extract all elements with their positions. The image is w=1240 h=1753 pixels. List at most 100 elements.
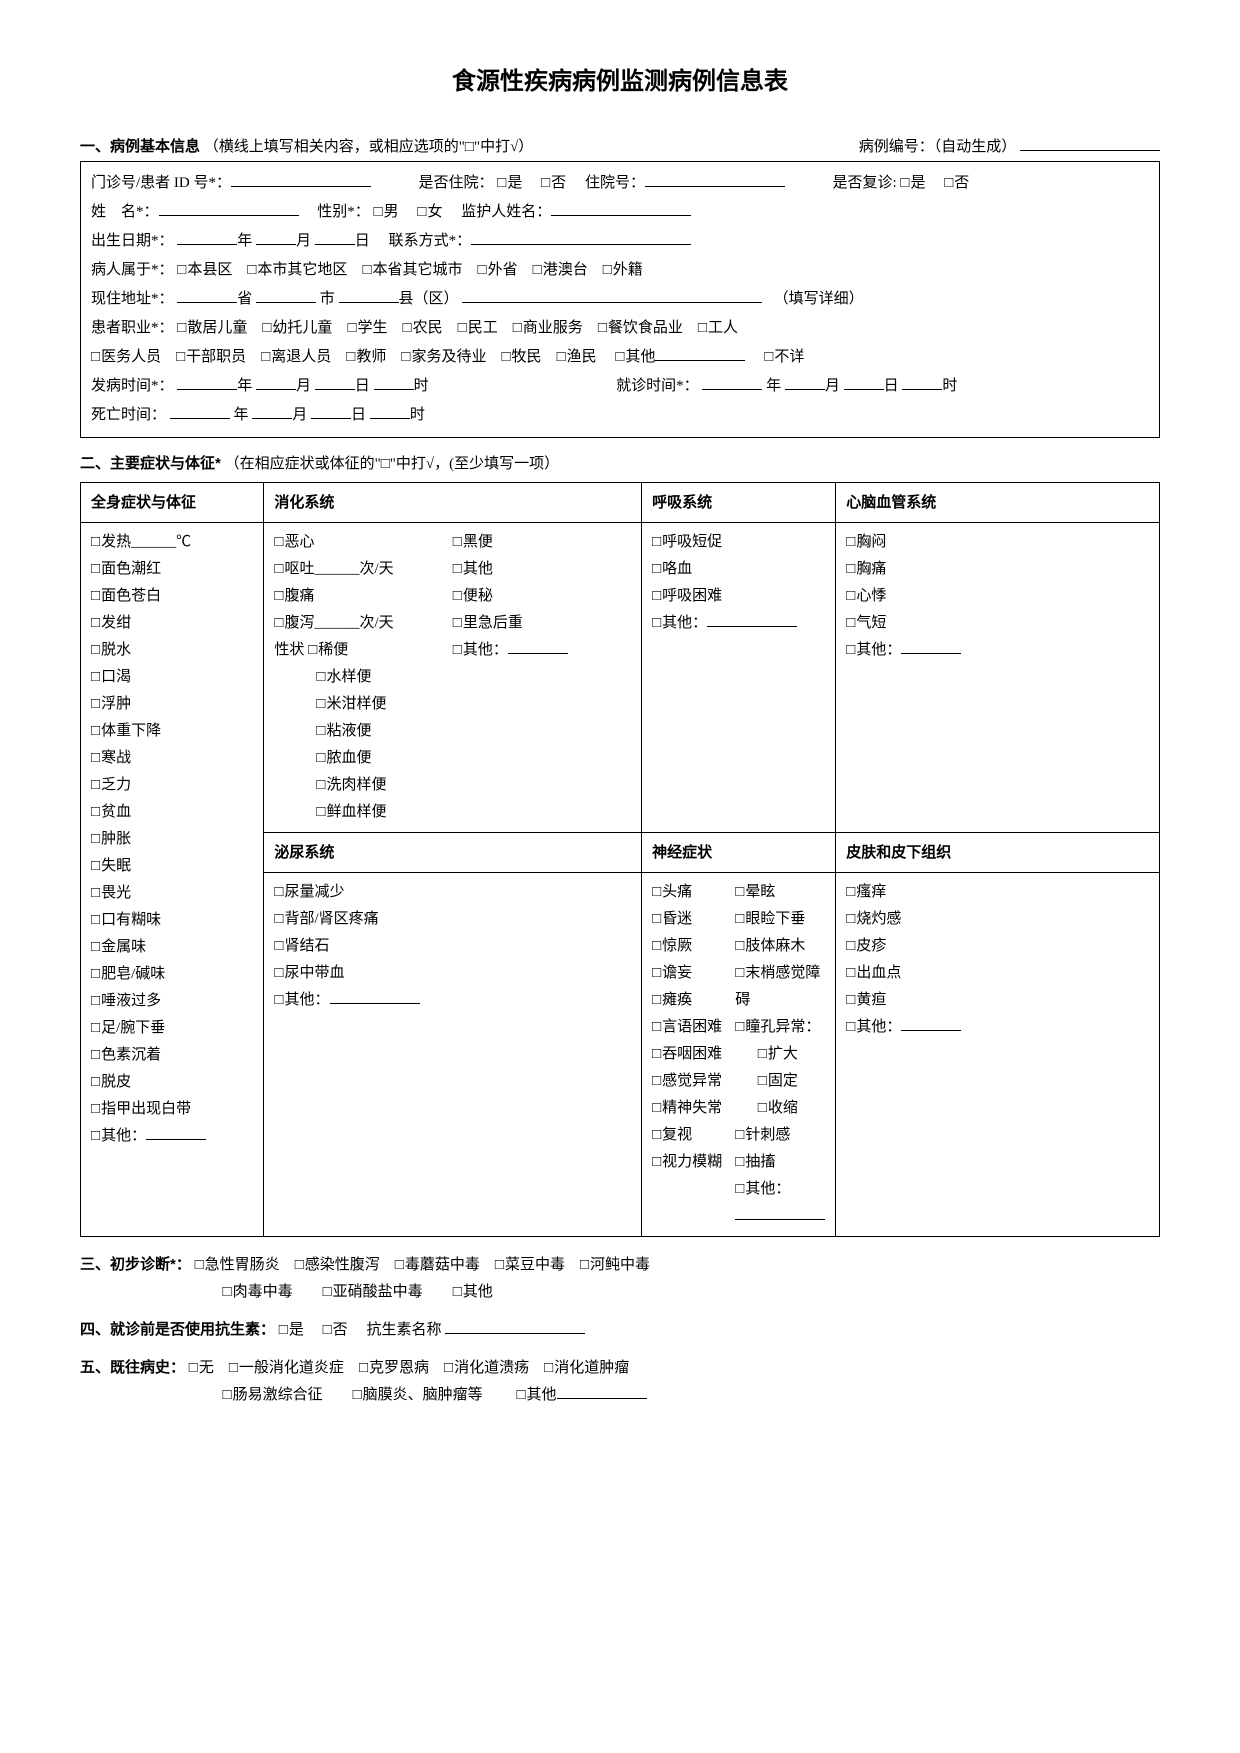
- checkbox-item[interactable]: 感染性腹泻: [295, 1257, 380, 1273]
- checkbox-item[interactable]: 收缩: [758, 1100, 798, 1116]
- history-other-input[interactable]: [557, 1383, 647, 1400]
- checkbox-item[interactable]: 教师: [346, 349, 386, 365]
- checkbox-item[interactable]: 散居儿童: [177, 320, 247, 336]
- antibiotic-name-input[interactable]: [445, 1318, 585, 1335]
- visit-d[interactable]: [844, 374, 884, 391]
- addr-detail[interactable]: [462, 287, 762, 304]
- addr-county[interactable]: [339, 287, 399, 304]
- addr-city[interactable]: [256, 287, 316, 304]
- checkbox-item[interactable]: 精神失常: [652, 1100, 722, 1116]
- checkbox-item[interactable]: 面色苍白: [91, 588, 161, 604]
- urin-other-input[interactable]: [330, 988, 420, 1005]
- outpatient-input[interactable]: [231, 171, 371, 188]
- checkbox-item[interactable]: 瘙痒: [846, 884, 886, 900]
- occ-other[interactable]: 其他: [615, 349, 655, 365]
- checkbox-item[interactable]: 胸闷: [846, 534, 886, 550]
- checkbox-item[interactable]: 外省: [478, 262, 518, 278]
- checkbox-item[interactable]: 复视: [652, 1127, 692, 1143]
- death-m[interactable]: [252, 403, 292, 420]
- checkbox-item[interactable]: 发绀: [91, 615, 131, 631]
- death-y[interactable]: [170, 403, 230, 420]
- checkbox-item[interactable]: 商业服务: [513, 320, 583, 336]
- checkbox-item[interactable]: 面色潮红: [91, 561, 161, 577]
- onset-d[interactable]: [315, 374, 355, 391]
- checkbox-item[interactable]: 抽搐: [735, 1154, 775, 1170]
- checkbox-item[interactable]: 出血点: [846, 965, 901, 981]
- checkbox-item[interactable]: 无: [189, 1360, 214, 1376]
- checkbox-item[interactable]: 一般消化道炎症: [229, 1360, 344, 1376]
- checkbox-item[interactable]: 晕眩: [735, 884, 775, 900]
- checkbox-item[interactable]: 咯血: [652, 561, 692, 577]
- checkbox-item[interactable]: 水样便: [316, 669, 371, 685]
- checkbox-item[interactable]: 瘫痪: [652, 992, 692, 1008]
- checkbox-item[interactable]: 肾结石: [274, 938, 329, 954]
- checkbox-item[interactable]: 色素沉着: [91, 1047, 161, 1063]
- checkbox-item[interactable]: 毒蘑菇中毒: [395, 1257, 480, 1273]
- visit-m[interactable]: [785, 374, 825, 391]
- neuro-other-input[interactable]: [735, 1204, 825, 1221]
- checkbox-item[interactable]: 肿胀: [91, 831, 131, 847]
- checkbox-item[interactable]: 克罗恩病: [359, 1360, 429, 1376]
- gender-male[interactable]: 男: [374, 204, 399, 220]
- checkbox-item[interactable]: 本省其它城市: [362, 262, 462, 278]
- digest-other-input[interactable]: [508, 638, 568, 655]
- checkbox-item[interactable]: 烧灼感: [846, 911, 901, 927]
- checkbox-item[interactable]: 金属味: [91, 939, 146, 955]
- checkbox-item[interactable]: 皮疹: [846, 938, 886, 954]
- checkbox-item[interactable]: 牧民: [501, 349, 541, 365]
- urin-other[interactable]: 其他：: [274, 992, 329, 1008]
- dob-year[interactable]: [177, 229, 237, 246]
- checkbox-item[interactable]: 本县区: [177, 262, 232, 278]
- checkbox-item[interactable]: 尿中带血: [274, 965, 344, 981]
- checkbox-item[interactable]: 家务及待业: [401, 349, 486, 365]
- checkbox-item[interactable]: 呼吸困难: [652, 588, 722, 604]
- checkbox-item[interactable]: 惊厥: [652, 938, 692, 954]
- visit-y[interactable]: [702, 374, 762, 391]
- cardio-other[interactable]: 其他：: [846, 642, 901, 658]
- checkbox-item[interactable]: 体重下降: [91, 723, 161, 739]
- antibiotic-yes[interactable]: 是: [279, 1322, 304, 1338]
- checkbox-item[interactable]: 心悸: [846, 588, 886, 604]
- checkbox-item[interactable]: 感觉异常: [652, 1073, 722, 1089]
- visit-h[interactable]: [902, 374, 942, 391]
- checkbox-item[interactable]: 脱皮: [91, 1074, 131, 1090]
- checkbox-item[interactable]: 工人: [698, 320, 738, 336]
- checkbox-item[interactable]: 肠易激综合征: [223, 1387, 323, 1403]
- gender-female[interactable]: 女: [417, 204, 442, 220]
- checkbox-item[interactable]: 肢体麻木: [735, 938, 805, 954]
- checkbox-item[interactable]: 其他: [453, 561, 493, 577]
- checkbox-item[interactable]: 粘液便: [316, 723, 371, 739]
- checkbox-item[interactable]: 农民: [403, 320, 443, 336]
- checkbox-item[interactable]: 幼托儿童: [262, 320, 332, 336]
- checkbox-item[interactable]: 脑膜炎、脑肿瘤等: [353, 1387, 483, 1403]
- checkbox-item[interactable]: 港澳台: [533, 262, 588, 278]
- checkbox-item[interactable]: 言语困难: [652, 1019, 722, 1035]
- checkbox-item[interactable]: 呼吸短促: [652, 534, 722, 550]
- checkbox-item[interactable]: 呕吐______次/天: [274, 561, 393, 577]
- checkbox-item[interactable]: 鲜血样便: [316, 804, 386, 820]
- checkbox-item[interactable]: 学生: [347, 320, 387, 336]
- addr-prov[interactable]: [177, 287, 237, 304]
- checkbox-item[interactable]: 指甲出现白带: [91, 1101, 191, 1117]
- checkbox-item[interactable]: 足/腕下垂: [91, 1020, 165, 1036]
- checkbox-item[interactable]: 口渴: [91, 669, 131, 685]
- pupil-abnormal[interactable]: 瞳孔异常：: [735, 1019, 820, 1035]
- checkbox-item[interactable]: 扩大: [758, 1046, 798, 1062]
- checkbox-item[interactable]: 恶心: [274, 534, 314, 550]
- checkbox-item[interactable]: 畏光: [91, 885, 131, 901]
- checkbox-item[interactable]: 胸痛: [846, 561, 886, 577]
- guardian-input[interactable]: [551, 200, 691, 217]
- general-other[interactable]: 其他：: [91, 1128, 146, 1144]
- checkbox-item[interactable]: 浮肿: [91, 696, 131, 712]
- checkbox-item[interactable]: 寒战: [91, 750, 131, 766]
- checkbox-item[interactable]: 脱水: [91, 642, 131, 658]
- checkbox-item[interactable]: 里急后重: [453, 615, 523, 631]
- checkbox-item[interactable]: 稀便: [308, 642, 348, 658]
- checkbox-item[interactable]: 发热______℃: [91, 534, 191, 550]
- case-no-input[interactable]: [1020, 135, 1160, 152]
- dob-month[interactable]: [256, 229, 296, 246]
- checkbox-item[interactable]: 末梢感觉障碍: [735, 965, 820, 1008]
- onset-y[interactable]: [177, 374, 237, 391]
- checkbox-item[interactable]: 菜豆中毒: [495, 1257, 565, 1273]
- checkbox-item[interactable]: 腹痛: [274, 588, 314, 604]
